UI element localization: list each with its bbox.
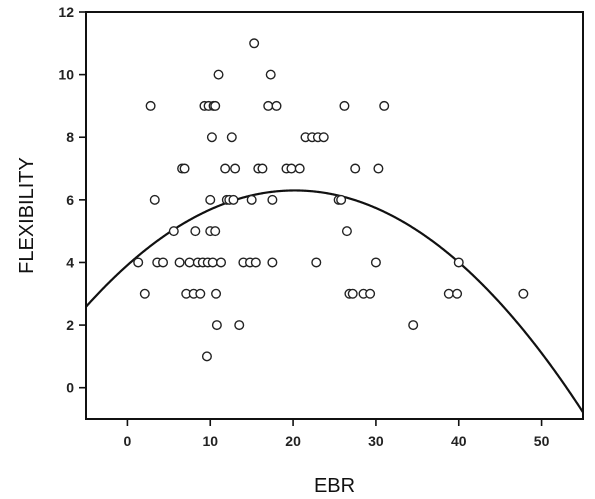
data-point xyxy=(318,132,329,143)
data-point xyxy=(250,257,261,268)
data-point xyxy=(234,320,245,331)
data-point xyxy=(267,257,278,268)
y-tick-label: 2 xyxy=(66,317,74,333)
data-point xyxy=(201,351,212,362)
data-point xyxy=(211,288,222,299)
data-point xyxy=(379,100,390,111)
x-tick-label: 0 xyxy=(124,433,132,449)
data-point xyxy=(267,194,278,205)
y-tick-label: 8 xyxy=(66,129,74,145)
data-point xyxy=(230,163,241,174)
data-point xyxy=(339,100,350,111)
data-point xyxy=(246,194,257,205)
y-tick-label: 0 xyxy=(66,380,74,396)
y-axis-ticks: 0 2 4 6 8 10 12 xyxy=(58,4,86,396)
data-point xyxy=(195,288,206,299)
data-point xyxy=(249,38,260,49)
data-point xyxy=(518,288,529,299)
data-point xyxy=(257,163,268,174)
data-point xyxy=(286,163,297,174)
y-tick-label: 6 xyxy=(66,192,74,208)
data-point xyxy=(149,194,160,205)
y-tick-label: 4 xyxy=(66,254,74,270)
x-tick-label: 30 xyxy=(368,433,384,449)
data-point xyxy=(350,163,361,174)
data-point xyxy=(373,163,384,174)
data-point xyxy=(168,226,179,237)
data-point xyxy=(216,257,227,268)
data-point xyxy=(179,163,190,174)
data-point xyxy=(365,288,376,299)
data-point xyxy=(213,69,224,80)
data-point xyxy=(133,257,144,268)
data-point xyxy=(139,288,150,299)
data-point xyxy=(145,100,156,111)
data-point xyxy=(347,288,358,299)
y-tick-label: 12 xyxy=(58,4,74,20)
fit-curve xyxy=(85,189,584,413)
data-point xyxy=(190,226,201,237)
y-tick-label: 10 xyxy=(58,67,74,83)
data-point xyxy=(311,257,322,268)
data-point xyxy=(206,132,217,143)
data-point xyxy=(271,100,282,111)
data-point xyxy=(207,257,218,268)
x-axis-ticks: 0 10 20 30 40 50 xyxy=(124,419,550,449)
x-tick-label: 10 xyxy=(202,433,218,449)
data-point xyxy=(220,163,231,174)
plot-area: 0 2 4 6 8 10 12 0 10 20 30 40 50 xyxy=(58,4,584,449)
data-point xyxy=(211,320,222,331)
data-point xyxy=(174,257,185,268)
data-point xyxy=(265,69,276,80)
data-point xyxy=(341,226,352,237)
y-axis-title: FLEXIBILITY xyxy=(16,157,38,274)
data-point xyxy=(205,194,216,205)
x-tick-label: 50 xyxy=(534,433,550,449)
x-tick-label: 20 xyxy=(285,433,301,449)
data-point xyxy=(452,288,463,299)
plot-frame xyxy=(85,11,584,420)
data-point xyxy=(443,288,454,299)
data-point xyxy=(228,194,239,205)
x-axis-title: EBR xyxy=(314,475,355,497)
data-point xyxy=(158,257,169,268)
data-point xyxy=(408,320,419,331)
data-point xyxy=(336,194,347,205)
x-tick-label: 40 xyxy=(451,433,467,449)
data-points xyxy=(133,38,529,362)
data-point xyxy=(226,132,237,143)
data-point xyxy=(184,257,195,268)
data-point xyxy=(210,100,221,111)
data-point xyxy=(263,100,274,111)
data-point xyxy=(453,257,464,268)
data-point xyxy=(294,163,305,174)
data-point xyxy=(210,226,221,237)
data-point xyxy=(370,257,381,268)
